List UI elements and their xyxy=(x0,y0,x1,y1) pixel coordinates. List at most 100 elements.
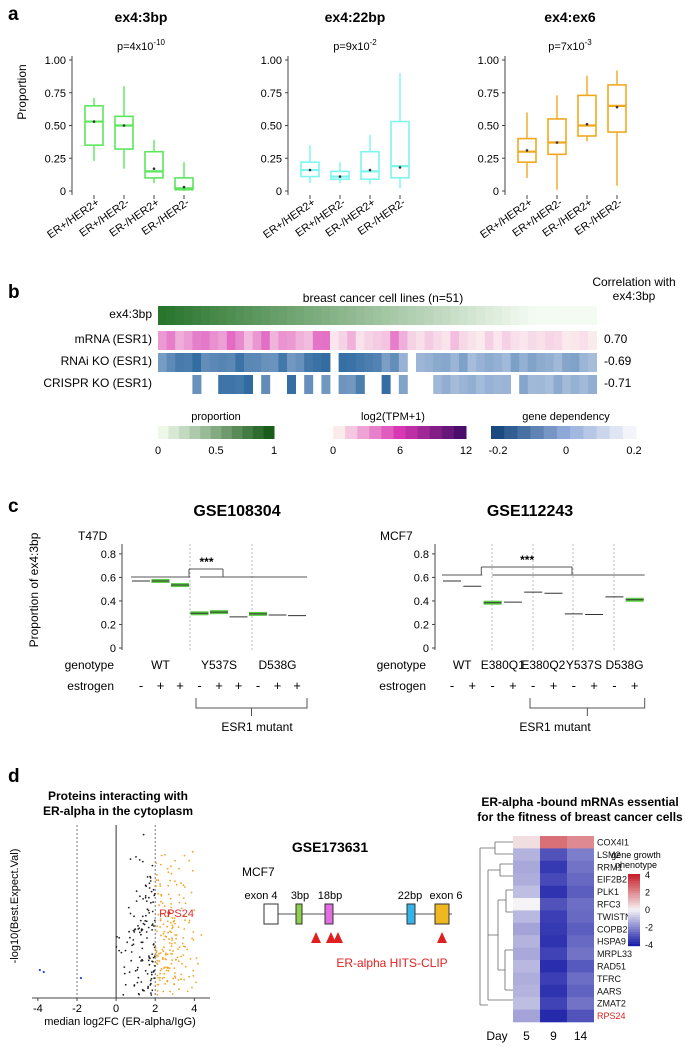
heat-rnai-23 xyxy=(355,353,365,372)
box-0-1 xyxy=(114,115,134,150)
hm-cell-5-0 xyxy=(513,898,540,911)
c-estrogen-0-6: - xyxy=(256,678,260,693)
heat-mrna-35 xyxy=(459,331,468,350)
scatter-point-99 xyxy=(184,902,187,905)
heat-ex4-3bp-35 xyxy=(459,306,468,325)
panel-a-ylabel: Proportion xyxy=(15,64,29,119)
scatter-point-neg-2 xyxy=(79,976,83,980)
scatter-point-105 xyxy=(140,941,143,944)
legend-tpm-tick-0: 0 xyxy=(330,445,336,457)
heat-mrna-38 xyxy=(484,331,494,350)
scatter-point-163 xyxy=(183,928,186,930)
heat-rnai-1 xyxy=(166,353,176,372)
scatter-point-181 xyxy=(159,919,162,922)
scatter-point-42 xyxy=(149,979,152,982)
y-tick-label-2-4: 0 xyxy=(493,186,499,198)
panel-label-a: a xyxy=(8,4,19,25)
scatter-point-61 xyxy=(153,919,156,922)
scatter-point-59 xyxy=(156,990,159,992)
box-0-2 xyxy=(144,150,164,179)
hm-gene-3: EIF2B2 xyxy=(597,875,627,885)
legend-dep-tick-0: 0 xyxy=(563,445,569,457)
heat-mrna-19 xyxy=(321,331,331,350)
scatter-point-81 xyxy=(150,971,153,974)
heat-crispr-48 xyxy=(570,375,580,394)
hm-gene-8: HSPA9 xyxy=(597,937,626,947)
heat-ex4-3bp-31 xyxy=(424,306,434,325)
scatter-point-256 xyxy=(171,937,173,940)
legend-proportion-tick-0: 0 xyxy=(155,445,161,457)
scatter-point-221 xyxy=(147,985,150,988)
hm-legend-tick-0: 4 xyxy=(645,870,650,880)
heat-mrna-11 xyxy=(252,331,262,350)
scatter-point-121 xyxy=(177,948,179,950)
hm-cell-10-1 xyxy=(540,960,567,973)
scatter-point-217 xyxy=(150,977,153,980)
heat-mrna-40 xyxy=(502,331,511,350)
c-estrogen-1-1: + xyxy=(469,678,477,693)
scatter-point-10 xyxy=(157,879,160,882)
heat-ex4-3bp-27 xyxy=(390,306,400,325)
heat-crispr-37 xyxy=(476,375,486,394)
hm-legend-swatch-25 xyxy=(628,934,640,937)
hm-day-1: 9 xyxy=(550,1029,557,1043)
heat-rnai-27 xyxy=(390,353,400,372)
scatter-point-309 xyxy=(154,947,157,949)
heat-rnai-46 xyxy=(553,353,563,372)
heat-crispr-42 xyxy=(519,375,529,394)
scatter-point-234 xyxy=(127,906,130,909)
heat-mrna-49 xyxy=(579,331,589,350)
heat-rnai-9 xyxy=(235,353,245,372)
c-genotype-1-0: WT xyxy=(453,658,472,672)
hm-gene-7: COPB2 xyxy=(597,924,628,934)
c-ytick-label-0-3: 0.2 xyxy=(101,619,116,631)
hm-gene-6: TWISTNB xyxy=(597,912,638,922)
hm-gene-10: RAD51 xyxy=(597,962,626,972)
panel-c-ylabel: Proportion of ex4:3bp xyxy=(27,532,41,647)
scatter-xtick-label-4: 4 xyxy=(191,1003,197,1015)
scatter-point-248 xyxy=(159,918,162,920)
scatter-rps24-point xyxy=(167,911,171,915)
scatter-point-91 xyxy=(169,990,172,993)
scatter-point-199 xyxy=(147,909,150,912)
heat-ex4-3bp-32 xyxy=(433,306,443,325)
panel-d-scatter-title-2: ER-alpha in the cytoplasm xyxy=(43,804,193,818)
y-tick-label-0-2: 0.50 xyxy=(45,121,66,133)
heat-ex4-3bp-0 xyxy=(158,306,167,325)
scatter-point-233 xyxy=(172,977,175,980)
scatter-point-62 xyxy=(197,962,199,965)
scatter-point-30 xyxy=(166,915,169,918)
scatter-point-245 xyxy=(146,876,149,878)
heat-ex4-3bp-17 xyxy=(304,306,314,325)
scatter-point-110 xyxy=(133,915,135,918)
panel-b-corr-rnai: -0.69 xyxy=(604,354,632,368)
heat-mrna-16 xyxy=(295,331,305,350)
heat-mrna-7 xyxy=(218,331,228,350)
hm-cell-0-1 xyxy=(540,836,567,849)
hm-legend-swatch-18 xyxy=(628,917,640,920)
scatter-point-289 xyxy=(155,879,158,881)
hm-legend-tick-1: 2 xyxy=(645,888,650,898)
mean-dot-0-0 xyxy=(92,120,96,123)
heat-mrna-0 xyxy=(158,331,167,350)
scatter-point-102 xyxy=(148,963,151,966)
panel-d-gse-title: GSE173631 xyxy=(292,839,368,855)
hm-cell-11-2 xyxy=(567,972,594,986)
hm-legend-swatch-2 xyxy=(628,878,640,882)
heat-mrna-24 xyxy=(364,331,374,350)
scatter-point-265 xyxy=(120,951,123,954)
c-estrogen-0-2: + xyxy=(176,678,184,693)
heat-ex4-3bp-24 xyxy=(364,306,374,325)
panel-d-heatmap: COX4I1 LSM2 RRM1 EIF2B2 PLK1 RFC3 TWISTNB COPB2… xyxy=(479,836,661,1043)
panel-d-hits-clip-label: ER-alpha HITS-CLIP xyxy=(336,956,447,970)
scatter-point-40 xyxy=(184,886,186,888)
heat-ex4-3bp-10 xyxy=(244,306,253,325)
scatter-point-214 xyxy=(170,962,173,965)
heat-mrna-25 xyxy=(373,331,382,350)
c-estrogen-0-1: + xyxy=(157,678,165,693)
heat-ex4-3bp-33 xyxy=(441,306,451,325)
scatter-point-187 xyxy=(156,983,159,986)
scatter-point-232 xyxy=(200,934,203,936)
hm-cell-7-0 xyxy=(513,922,540,936)
heat-rnai-25 xyxy=(373,353,382,372)
